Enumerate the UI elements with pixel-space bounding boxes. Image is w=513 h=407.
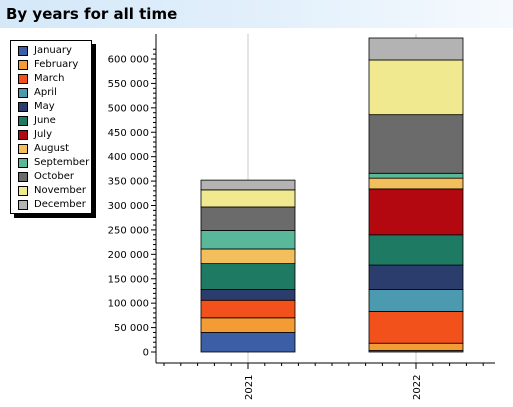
bar-segment-august-2021 xyxy=(200,248,296,265)
y-tick-label: 200 000 xyxy=(108,250,149,261)
legend-swatch xyxy=(18,102,28,112)
y-tick-label: 450 000 xyxy=(108,128,149,139)
bar-segment-april-2022 xyxy=(368,289,464,312)
legend-swatch xyxy=(18,200,28,210)
legend-swatch xyxy=(18,88,28,98)
y-tick-label: 150 000 xyxy=(108,274,149,285)
bar-segment-october-2022 xyxy=(368,114,464,174)
axes xyxy=(151,34,495,369)
legend-swatch xyxy=(18,144,28,154)
bar-segment-march-2022 xyxy=(368,311,464,344)
bar-segment-february-2021 xyxy=(200,317,296,333)
bar-segment-august-2022 xyxy=(368,177,464,190)
tick-labels: 0 50 000 100 000 150 000 200 000 250 000 300 0… xyxy=(108,55,423,401)
bar-segment-november-2021 xyxy=(200,189,296,208)
bar-segment-january-2021 xyxy=(200,332,296,353)
y-tick-label: 50 000 xyxy=(114,323,149,334)
y-tick-label: 250 000 xyxy=(108,225,149,236)
legend-label: January xyxy=(34,45,72,56)
y-tick-label: 600 000 xyxy=(108,55,149,66)
legend-label: November xyxy=(34,185,87,196)
y-tick-label: 550 000 xyxy=(108,79,149,90)
legend-label: February xyxy=(34,59,79,70)
legend-label: April xyxy=(34,87,57,98)
bar-segment-july-2022 xyxy=(368,188,464,236)
legend-swatch xyxy=(18,158,28,168)
bar-segment-september-2022 xyxy=(368,172,464,179)
legend-swatch xyxy=(18,116,28,126)
legend-label: May xyxy=(34,101,55,112)
legend-label: July xyxy=(34,129,52,140)
bar-segment-december-2021 xyxy=(200,179,296,191)
page-title: By years for all time xyxy=(6,5,178,23)
x-tick-label: 2021 xyxy=(244,375,255,400)
y-tick-label: 350 000 xyxy=(108,177,149,188)
legend-swatch xyxy=(18,60,28,70)
legend-label: October xyxy=(34,171,75,182)
y-tick-label: 300 000 xyxy=(108,201,149,212)
y-tick-label: 100 000 xyxy=(108,299,149,310)
bar-segment-november-2022 xyxy=(368,59,464,116)
chart-legend: January February March April May June July Augu… xyxy=(10,40,92,214)
legend-label: December xyxy=(34,199,86,210)
legend-label: August xyxy=(34,143,69,154)
legend-swatch xyxy=(18,74,28,84)
legend-swatch xyxy=(18,46,28,56)
x-tick-label: 2022 xyxy=(412,375,423,400)
bar-segment-may-2021 xyxy=(200,289,296,301)
y-tick-label: 400 000 xyxy=(108,152,149,163)
legend-label: September xyxy=(34,157,90,168)
legend-swatch xyxy=(18,130,28,140)
legend-swatch xyxy=(18,186,28,196)
legend-swatch xyxy=(18,172,28,182)
bar-segment-october-2021 xyxy=(200,206,296,231)
bar-segment-march-2021 xyxy=(200,299,296,319)
bars xyxy=(200,37,464,353)
y-tick-label: 500 000 xyxy=(108,103,149,114)
bar-segment-september-2021 xyxy=(200,230,296,250)
y-tick-label: 0 xyxy=(143,348,149,359)
bar-segment-february-2022 xyxy=(368,342,464,351)
legend-label: June xyxy=(34,115,56,126)
bar-segment-december-2022 xyxy=(368,37,464,61)
legend-label: March xyxy=(34,73,65,84)
header-bar: By years for all time xyxy=(0,0,513,28)
bar-segment-june-2021 xyxy=(200,263,296,290)
bar-segment-may-2022 xyxy=(368,264,464,290)
bar-segment-june-2022 xyxy=(368,234,464,266)
